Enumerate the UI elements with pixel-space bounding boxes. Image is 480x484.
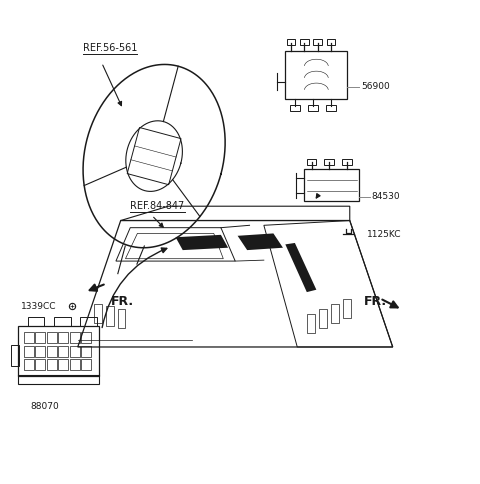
- Text: REF.56-561: REF.56-561: [83, 44, 137, 54]
- Bar: [307, 314, 315, 333]
- Bar: [304, 169, 360, 201]
- Bar: [58, 332, 68, 343]
- Bar: [324, 159, 334, 165]
- Bar: [300, 39, 309, 45]
- Polygon shape: [285, 243, 316, 292]
- Bar: [58, 359, 68, 370]
- Text: 1125KC: 1125KC: [366, 230, 401, 240]
- Text: FR.: FR.: [364, 295, 387, 308]
- Bar: [35, 332, 45, 343]
- Bar: [35, 346, 45, 357]
- Bar: [54, 317, 71, 326]
- Bar: [80, 317, 97, 326]
- Bar: [28, 317, 44, 326]
- Bar: [285, 51, 348, 99]
- Bar: [343, 299, 351, 318]
- Bar: [70, 359, 80, 370]
- Text: 88070: 88070: [30, 402, 59, 411]
- Bar: [107, 306, 114, 326]
- Bar: [81, 346, 91, 357]
- Bar: [35, 359, 45, 370]
- Bar: [81, 359, 91, 370]
- Bar: [326, 105, 336, 111]
- Bar: [24, 359, 34, 370]
- Text: 84530: 84530: [371, 192, 400, 201]
- Bar: [18, 375, 99, 384]
- Bar: [47, 346, 57, 357]
- Bar: [24, 332, 34, 343]
- Bar: [81, 332, 91, 343]
- Bar: [11, 345, 19, 366]
- Bar: [70, 346, 80, 357]
- Bar: [47, 332, 57, 343]
- Bar: [118, 309, 125, 328]
- Bar: [327, 39, 336, 45]
- Text: 56900: 56900: [362, 82, 390, 91]
- Bar: [58, 346, 68, 357]
- Text: REF.84-847: REF.84-847: [130, 201, 184, 211]
- Text: FR.: FR.: [111, 295, 134, 308]
- Bar: [342, 159, 352, 165]
- Bar: [313, 39, 322, 45]
- Bar: [70, 332, 80, 343]
- Bar: [290, 105, 300, 111]
- Text: 1339CC: 1339CC: [21, 302, 56, 311]
- Bar: [18, 326, 99, 376]
- Bar: [287, 39, 295, 45]
- Bar: [95, 304, 102, 323]
- Polygon shape: [238, 233, 283, 250]
- Bar: [319, 309, 327, 328]
- Bar: [307, 159, 316, 165]
- Bar: [308, 105, 318, 111]
- Bar: [47, 359, 57, 370]
- Polygon shape: [176, 235, 228, 250]
- Bar: [331, 304, 339, 323]
- Bar: [24, 346, 34, 357]
